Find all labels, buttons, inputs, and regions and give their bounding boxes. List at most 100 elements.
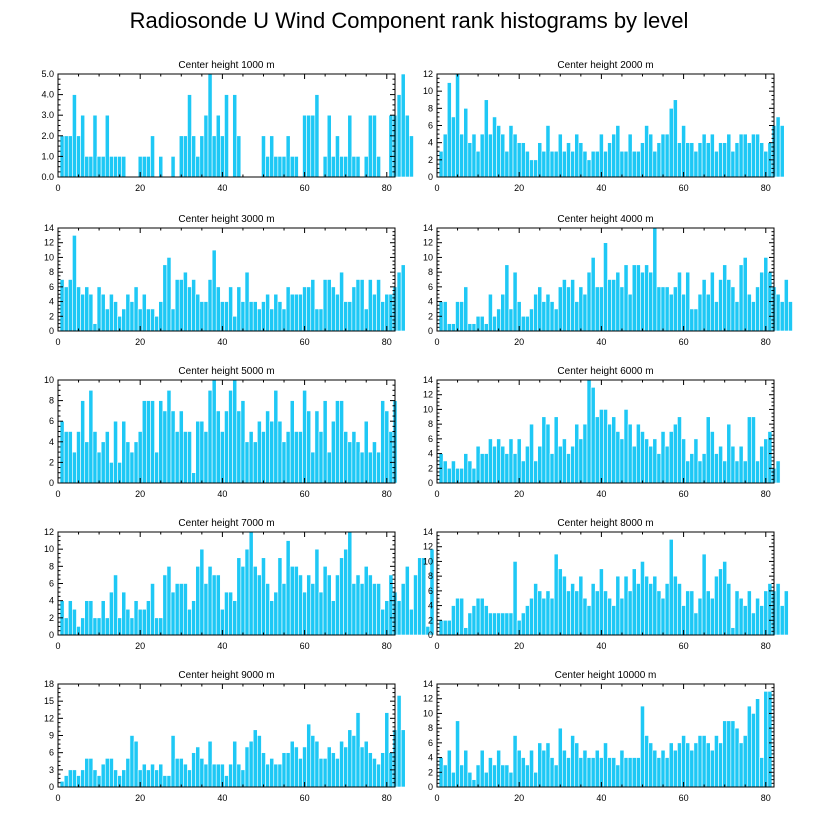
histogram-bar [322,758,328,788]
histogram-bar [191,752,196,788]
histogram-bar [289,156,295,178]
histogram-bar [709,431,715,484]
histogram-bar [685,460,691,484]
histogram-bar [203,763,209,788]
histogram-bar [376,156,381,178]
histogram-bar [330,752,336,788]
histogram-bar [664,445,670,484]
y-tick-label: 9 [49,731,54,741]
histogram-bar [603,590,608,636]
histogram-bar [685,742,691,788]
histogram-bar [492,116,497,178]
histogram-bar [67,600,73,636]
histogram-bar [146,769,151,788]
histogram-bar [751,612,756,636]
histogram-bar [640,705,645,788]
histogram-bar [451,605,456,636]
histogram-bar [557,133,563,178]
histogram-bar [162,775,168,788]
y-tick-label: 12 [423,69,433,79]
histogram-bar [363,566,369,636]
histogram-bar [88,600,94,636]
histogram-bar [636,264,641,332]
histogram-bar [451,460,456,484]
histogram-bar [277,301,283,332]
x-tick-label: 40 [596,183,606,193]
histogram-bar [578,438,584,484]
histogram-bar [355,574,361,636]
histogram-bar [141,400,147,484]
x-tick-label: 60 [679,337,689,347]
histogram-bar [578,757,584,788]
histogram-bar [429,548,435,636]
histogram-bar [384,600,390,636]
histogram-bar [257,735,262,788]
histogram-bar [508,308,514,332]
histogram-bar [553,416,559,484]
histogram-bar [562,150,567,178]
histogram-bar [141,608,147,636]
histogram-bar [664,757,670,788]
histogram-bar [158,301,164,332]
histogram-bar [451,323,456,332]
histogram-bar [314,94,320,178]
histogram-bar [705,416,711,484]
histogram-bar [615,431,621,484]
histogram-bar [442,133,448,178]
histogram-bar [372,758,377,788]
histogram-bar [726,279,732,332]
histogram-bar [203,114,209,178]
histogram-bar [619,150,625,178]
histogram-bar [281,752,287,788]
histogram-bar [330,420,336,484]
histogram-bar [388,431,394,484]
histogram-bar [483,453,489,484]
histogram-bar [174,279,180,332]
histogram-bar [380,608,386,636]
histogram-bar [594,150,600,178]
y-tick-label: 6 [49,579,54,589]
histogram-bar [775,293,781,332]
histogram-bar [541,416,547,484]
histogram-panel: Center height 8000 m 0 20 40 60 80 0 2 4 6 8 10 12 14 [423,518,789,651]
histogram-bar [590,257,596,332]
histogram-bar [133,286,139,332]
histogram-bar [562,279,567,332]
histogram-bar [351,286,357,332]
histogram-bar [281,308,287,332]
histogram-bar [570,150,575,178]
histogram-bar [607,597,612,636]
histogram-bar [166,566,172,636]
y-tick-label: 15 [44,696,54,706]
y-tick-label: 2 [428,767,433,777]
histogram-bar [738,264,744,332]
histogram-bar [76,135,81,178]
histogram-bar [467,460,473,484]
histogram-bar [459,467,465,484]
histogram-bar [215,114,221,178]
histogram-bar [619,286,625,332]
histogram-bar [759,757,765,788]
y-tick-label: 10 [44,544,54,554]
histogram-bar [603,742,608,788]
y-tick-label: 8 [49,267,54,277]
histogram-bar [438,150,444,178]
histogram-bar [347,301,353,332]
histogram-bar [84,286,90,332]
histogram-bar [265,583,270,636]
histogram-bar [88,293,94,332]
histogram-bar [359,583,365,636]
histogram-bar [162,574,168,636]
histogram-bar [302,389,307,484]
histogram-bar [330,286,336,332]
y-tick-label: 0 [49,326,54,336]
histogram-bar [318,431,324,484]
histogram-bar [363,308,369,332]
histogram-bar [322,566,328,636]
histogram-bar [117,156,122,178]
histogram-bar [72,769,77,788]
histogram-bar [677,142,682,178]
histogram-bar [322,156,328,178]
histogram-bar [183,431,188,484]
